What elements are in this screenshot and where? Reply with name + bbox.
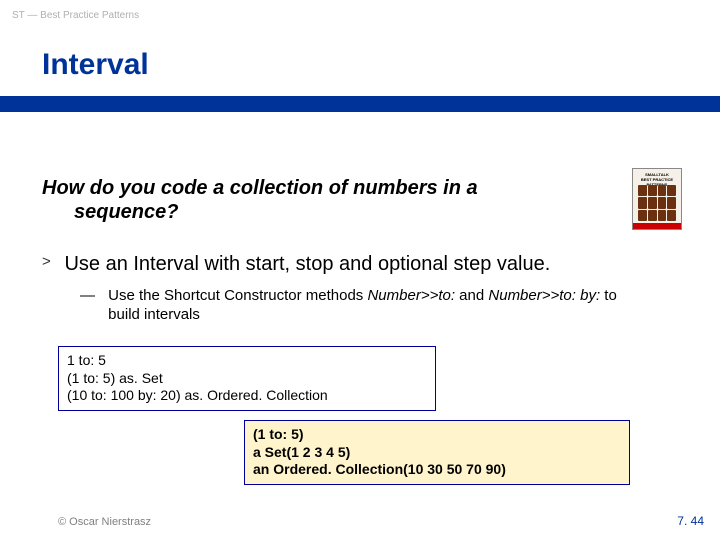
page-title: Interval [42,48,149,82]
answer-sub-row: — Use the Shortcut Constructor methods N… [80,287,660,325]
code-line: (1 to: 5) as. Set [67,370,427,388]
book-cover-thumbnail: SMALLTALKBEST PRACTICE PATTERNS [632,168,682,230]
result-line: (1 to: 5) [253,426,621,444]
question-text: How do you code a collection of numbers … [42,176,602,224]
code-result-box: (1 to: 5) a Set(1 2 3 4 5) an Ordered. C… [244,420,630,485]
answer-text: Use an Interval with start, stop and opt… [64,253,550,276]
breadcrumb: ST — Best Practice Patterns [12,10,139,21]
code-line: (10 to: 100 by: 20) as. Ordered. Collect… [67,387,427,405]
book-cover-grid-icon [638,185,676,221]
result-line: an Ordered. Collection(10 30 50 70 90) [253,461,621,479]
answer-bullet-row: > Use an Interval with start, stop and o… [42,253,677,276]
code-line: 1 to: 5 [67,352,427,370]
dash-marker: — [80,287,104,306]
page-number: 7. 44 [677,514,704,528]
question-line2: sequence? [74,200,602,224]
title-underline-bar [0,96,720,112]
book-title-text: SMALLTALKBEST PRACTICE PATTERNS [636,172,678,182]
result-line: a Set(1 2 3 4 5) [253,444,621,462]
copyright-text: © Oscar Nierstrasz [58,516,151,528]
book-cover-red-bar [633,223,681,229]
answer-sub-text: Use the Shortcut Constructor methods Num… [108,287,652,325]
code-input-box: 1 to: 5 (1 to: 5) as. Set (10 to: 100 by… [58,346,436,411]
question-line1: How do you code a collection of numbers … [42,176,602,200]
bullet-marker: > [42,253,60,270]
